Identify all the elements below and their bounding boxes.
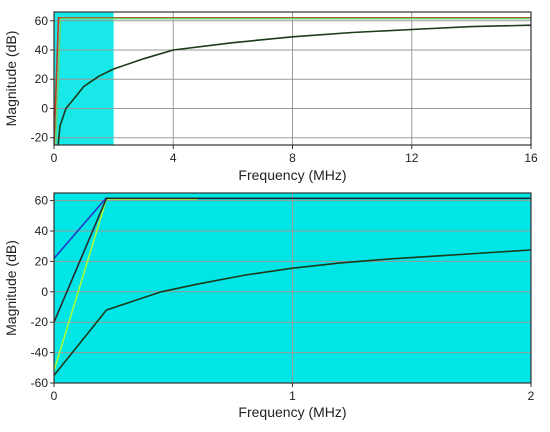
x-tick-label-1: 1	[289, 389, 296, 403]
series-line-0	[54, 197, 108, 259]
x-axis-label: Frequency (MHz)	[238, 167, 346, 183]
x-tick-label-2: 2	[528, 389, 535, 403]
y-tick-label-6: 60	[35, 194, 49, 208]
y-tick-label-5: 40	[35, 224, 49, 238]
highlight-band	[54, 12, 114, 145]
y-tick-label-2: 20	[35, 72, 49, 86]
y-tick-label-3: 40	[35, 43, 49, 57]
y-tick-label-1: 0	[41, 101, 48, 115]
x-tick-label-0: 0	[51, 389, 58, 403]
y-axis-label: Magnitude (dB)	[3, 240, 19, 336]
y-tick-label-4: 20	[35, 254, 49, 268]
series-line-3	[54, 249, 531, 376]
x-tick-label-2: 8	[289, 151, 296, 165]
x-axis-label: Frequency (MHz)	[238, 404, 346, 420]
x-tick-label-0: 0	[51, 151, 58, 165]
y-tick-label-3: 0	[41, 285, 48, 299]
y-tick-label-0: -60	[31, 376, 49, 390]
series-group	[54, 16, 531, 145]
series-line-1	[54, 17, 531, 145]
series-line-2	[54, 197, 531, 323]
series-line-0	[54, 16, 531, 145]
y-tick-label-4: 60	[35, 14, 49, 28]
y-tick-label-0: -20	[31, 131, 49, 145]
y-tick-label-1: -40	[31, 346, 49, 360]
bottom-chart: 0 1 2 -60 -40 -20 0 20 40 60 Frequency (MHz) Magnit…	[3, 192, 535, 420]
series-line-2	[57, 24, 531, 145]
x-tick-label-1: 4	[170, 151, 177, 165]
series-group	[54, 197, 531, 376]
y-axis-label: Magnitude (dB)	[3, 31, 19, 127]
x-tick-label-4: 16	[524, 151, 538, 165]
y-tick-label-2: -20	[31, 315, 49, 329]
x-tick-label-3: 12	[405, 151, 419, 165]
